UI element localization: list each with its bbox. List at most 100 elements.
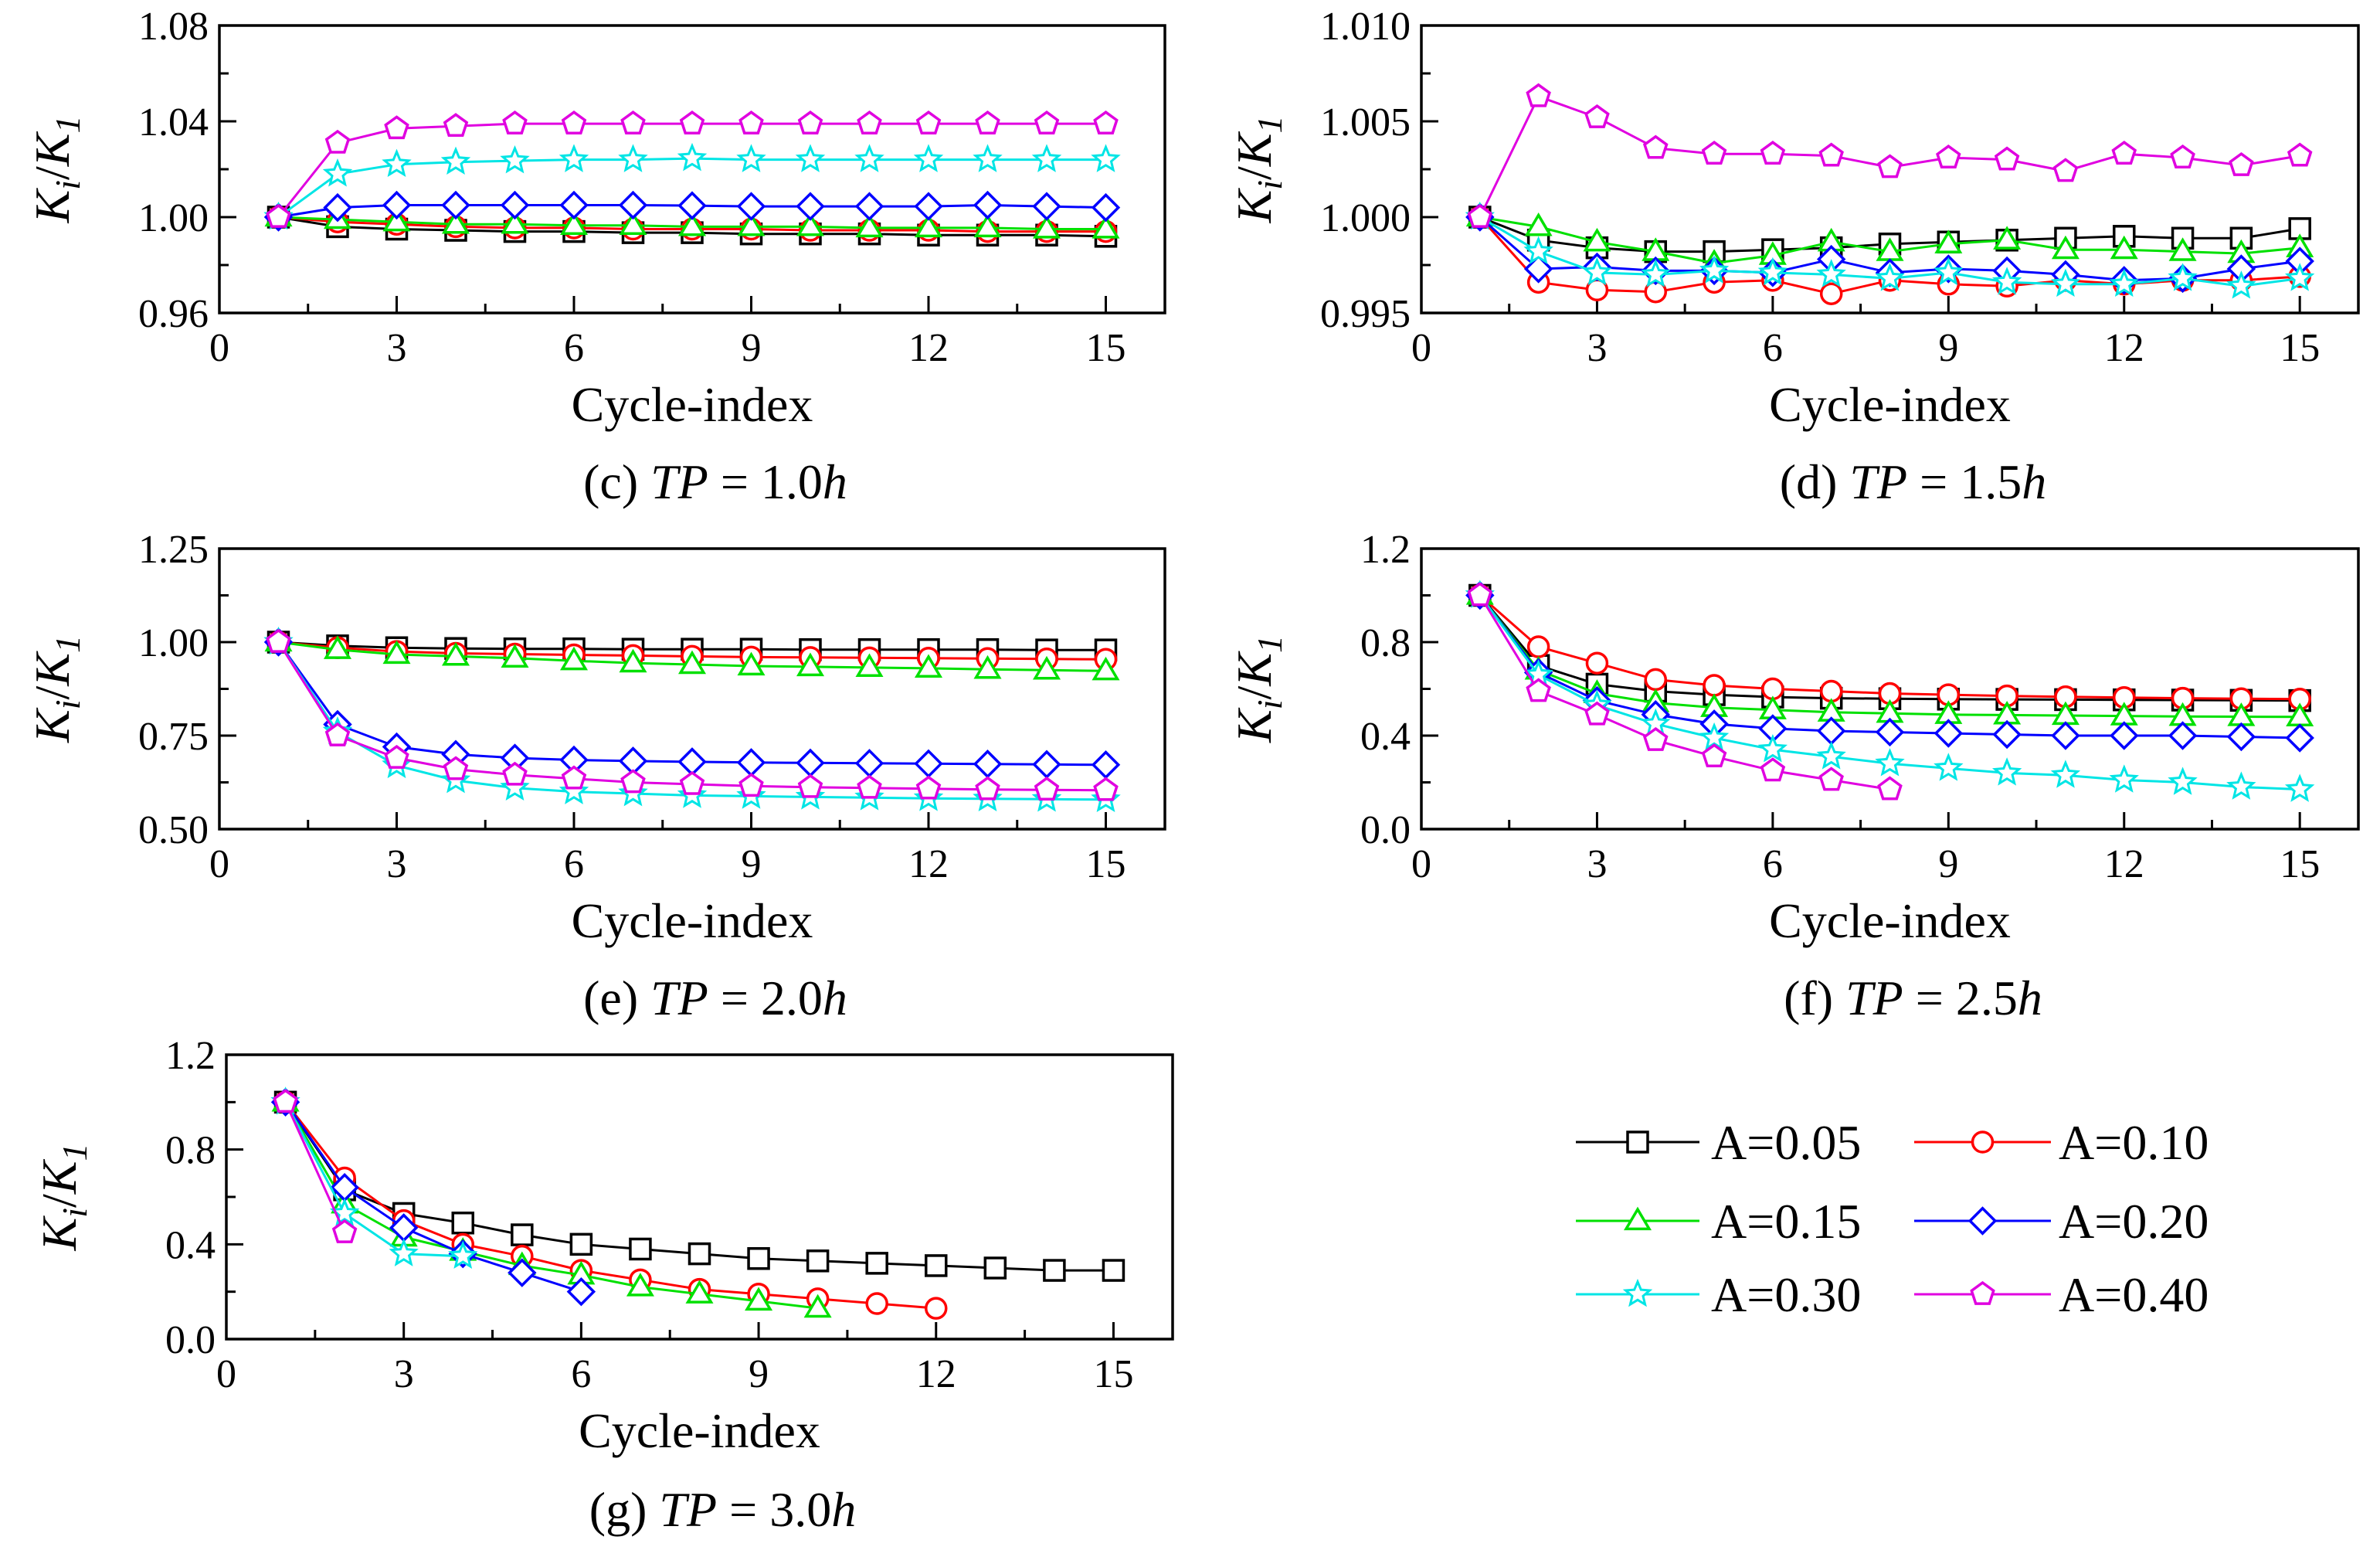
data-point <box>2110 721 2139 750</box>
data-point <box>2168 767 2198 795</box>
series-A=0.30 <box>1465 201 2315 299</box>
x-tick-label: 3 <box>387 326 407 370</box>
data-point <box>1699 255 1730 284</box>
data-point <box>806 1249 830 1273</box>
data-point <box>1582 257 1612 286</box>
y-tick-label: 0.0 <box>1360 808 1411 852</box>
data-point <box>1583 227 1611 252</box>
caption-h: h <box>823 971 847 1025</box>
series-A=0.40 <box>273 1089 358 1243</box>
data-point <box>2050 760 2081 788</box>
data-point <box>1818 142 1844 167</box>
caption-tp: TP <box>650 454 708 509</box>
data-point <box>1701 141 1727 165</box>
chart-panel-f: 0 3 6 9 12 150.00.40.81.2Cycle-indexKi/K1(f) … <box>1227 528 2360 1025</box>
data-point <box>500 145 530 174</box>
data-point <box>855 653 884 678</box>
data-point <box>1875 263 1905 291</box>
data-point <box>1467 582 1493 607</box>
data-point <box>679 770 705 795</box>
data-point <box>618 144 648 172</box>
series-A=0.40 <box>266 110 1119 228</box>
series-A=0.30 <box>270 1086 478 1269</box>
data-point <box>443 113 469 138</box>
data-point <box>914 213 943 238</box>
y-tick-label: 0.50 <box>138 808 209 852</box>
caption-value: = 1.5 <box>1907 454 2022 509</box>
legend-item-A=0.05: A=0.05 <box>1576 1115 1861 1170</box>
data-point <box>566 1277 596 1307</box>
x-tick-label: 0 <box>216 1352 236 1396</box>
caption-tp: TP <box>659 1482 717 1537</box>
data-point <box>2168 263 2198 291</box>
data-point <box>559 646 589 671</box>
data-point <box>559 211 589 235</box>
x-tick-label: 12 <box>2104 326 2144 370</box>
y-axis-label: Ki/K1 <box>32 1144 94 1252</box>
data-point <box>688 1242 711 1266</box>
caption-prefix: (f) <box>1784 971 1845 1025</box>
data-point <box>1991 757 2022 786</box>
series-A=0.40 <box>266 628 1119 801</box>
legend-marker <box>1970 1280 1995 1305</box>
y-tick-label: 0.8 <box>165 1129 216 1173</box>
data-point <box>1816 741 1846 770</box>
data-point <box>451 1211 474 1235</box>
data-point <box>2226 771 2256 800</box>
data-point <box>511 1223 534 1246</box>
data-point <box>1091 144 1121 172</box>
data-point <box>975 776 1000 801</box>
data-point <box>738 110 764 134</box>
legend-item-A=0.30: A=0.30 <box>1576 1267 1861 1322</box>
data-point <box>1934 753 1964 781</box>
y-tick-label: 1.08 <box>138 5 209 49</box>
y-label-slash: / <box>25 686 80 700</box>
data-point <box>914 192 943 221</box>
data-point <box>1934 229 1963 253</box>
legend-label: A=0.20 <box>2059 1194 2209 1249</box>
data-point <box>273 1089 298 1113</box>
data-point <box>677 142 708 172</box>
data-point <box>1819 282 1843 305</box>
data-point <box>324 722 351 746</box>
series-line <box>284 1101 936 1310</box>
data-point <box>619 211 647 235</box>
data-point <box>796 652 825 677</box>
data-point <box>1994 146 2020 171</box>
x-axis-label: Cycle-index <box>1769 377 2011 432</box>
data-point <box>865 1252 888 1275</box>
data-point <box>561 765 587 790</box>
caption-tp: TP <box>1845 971 1903 1025</box>
data-point <box>679 110 705 134</box>
x-tick-label: 12 <box>908 842 949 886</box>
series-A=0.30 <box>263 142 1121 230</box>
data-point <box>1875 748 1905 777</box>
data-point <box>266 628 291 653</box>
x-tick-label: 6 <box>564 326 584 370</box>
y-label-sub-1: 1 <box>48 116 87 134</box>
data-point <box>502 761 528 786</box>
caption-prefix: (g) <box>589 1482 660 1537</box>
x-tick-label: 9 <box>742 842 762 886</box>
data-point <box>2170 144 2195 168</box>
data-point <box>2226 270 2256 299</box>
y-label-k: K <box>1227 131 1282 167</box>
series-line <box>284 1101 818 1310</box>
y-tick-label: 0.0 <box>165 1318 216 1362</box>
x-tick-label: 0 <box>1411 326 1431 370</box>
y-label-k: K <box>25 187 80 223</box>
data-point <box>1032 215 1061 239</box>
data-point <box>973 144 1003 172</box>
data-point <box>1043 1259 1066 1282</box>
data-point <box>855 213 884 238</box>
legend-marker <box>1626 1130 1649 1154</box>
data-point <box>1524 212 1553 236</box>
data-point <box>2110 235 2138 260</box>
x-axis-label: Cycle-index <box>1769 893 2011 948</box>
x-tick-label: 6 <box>571 1352 591 1396</box>
caption-value: = 2.0 <box>708 971 823 1025</box>
y-label-k: K <box>25 131 80 167</box>
data-point <box>2109 764 2139 793</box>
y-label-k: K <box>25 707 80 743</box>
